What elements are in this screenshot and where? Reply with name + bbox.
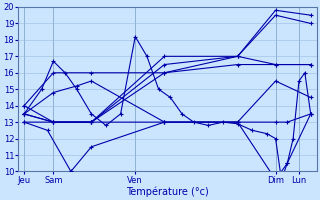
X-axis label: Température (°c): Température (°c): [126, 186, 209, 197]
